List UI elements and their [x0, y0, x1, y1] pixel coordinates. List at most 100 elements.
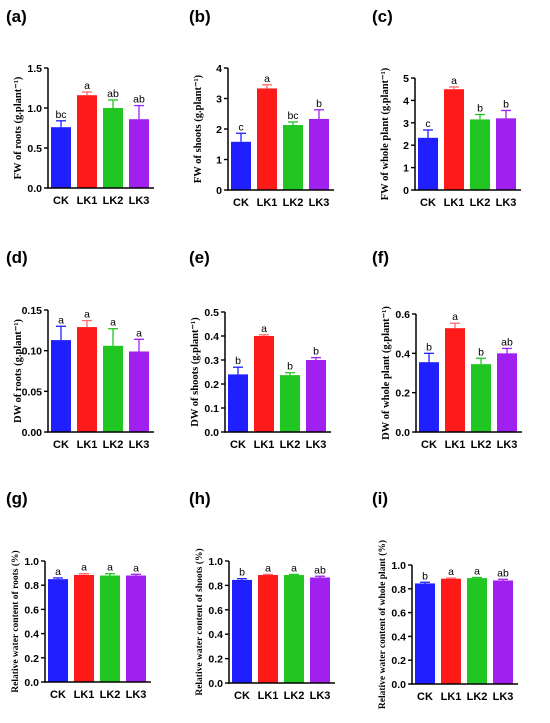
x-tick-label: LK1	[254, 439, 275, 451]
panel-label: (a)	[6, 7, 27, 26]
y-tick-label: 0.0	[27, 183, 42, 195]
x-tick-label: LK1	[77, 439, 98, 451]
y-tick-label: 0.4	[395, 348, 410, 360]
panel-label: (h)	[189, 489, 211, 508]
y-tick-label: 0.2	[204, 379, 219, 391]
y-tick-label: 0.6	[24, 604, 39, 616]
significance-letter: ab	[133, 94, 145, 106]
y-axis-label: DW of whole plant (g.plant⁻¹)	[381, 306, 392, 440]
y-tick-label: 1.0	[391, 560, 406, 572]
bar	[441, 578, 461, 684]
significance-letter: b	[287, 361, 293, 373]
bar	[126, 575, 146, 682]
x-tick-label: LK3	[310, 690, 331, 702]
bar	[77, 327, 97, 432]
y-tick-label: 0.05	[22, 386, 43, 398]
significance-letter: b	[313, 346, 319, 358]
bar	[258, 575, 278, 683]
bar	[103, 345, 123, 432]
x-tick-label: LK3	[306, 439, 327, 451]
x-tick-label: LK1	[258, 690, 279, 702]
x-tick-label: LK2	[103, 195, 124, 207]
y-tick-label: 0.8	[391, 584, 406, 596]
y-axis-label: FW of whole plant (g.plant⁻¹)	[380, 67, 391, 200]
bar	[310, 577, 330, 683]
significance-letter: b	[239, 567, 245, 579]
significance-letter: a	[81, 562, 87, 574]
bar	[445, 328, 465, 432]
bar	[471, 364, 491, 432]
x-tick-label: LK2	[283, 197, 304, 209]
chart-panel-g: (g) Relative water content of roots (%) 0.…	[6, 489, 151, 701]
y-tick-label: 0.6	[391, 608, 406, 620]
significance-letter: a	[133, 562, 139, 574]
chart-panel-e: (e) DW of shoots (g.plant⁻¹)0.0 0.1 0.2 0.3 0…	[189, 248, 331, 451]
bar	[415, 583, 435, 684]
y-tick-label: 3	[403, 118, 409, 130]
y-tick-label: 1.5	[27, 63, 42, 75]
x-tick-label: LK3	[129, 439, 150, 451]
panel-label: (d)	[6, 248, 28, 267]
significance-letter: b	[422, 570, 428, 582]
chart-panel-a: (a) FW of roots (g.plant⁻¹)0.0 0.5 1.0 1.5 bc…	[6, 7, 154, 207]
y-axis-label: DW of roots (g.plant⁻¹)	[13, 319, 24, 423]
y-tick-label: 0.0	[204, 427, 219, 439]
significance-letter: c	[425, 118, 430, 130]
significance-letter: b	[316, 98, 322, 110]
x-tick-label: LK3	[493, 691, 514, 703]
x-tick-label: CK	[421, 439, 437, 451]
y-tick-label: 0.3	[204, 355, 219, 367]
y-tick-label: 0.15	[22, 305, 43, 317]
significance-letter: a	[451, 75, 457, 87]
bar	[51, 127, 71, 188]
chart-panel-d: (d) DW of roots (g.plant⁻¹) 0.00 0.05 0.10 0.…	[6, 248, 154, 451]
significance-letter: a	[55, 566, 61, 578]
y-tick-label: 0.2	[208, 654, 223, 666]
y-tick-label: 0.5	[204, 307, 219, 319]
y-tick-label: 0.6	[208, 605, 223, 617]
bar	[467, 578, 487, 684]
y-tick-label: 0.6	[395, 309, 410, 321]
y-axis-label: Relative water content of whole plant (%…	[377, 540, 388, 709]
x-tick-label: CK	[50, 689, 66, 701]
bar	[444, 89, 464, 190]
bar	[228, 374, 248, 432]
y-axis-label: FW of shoots (g.plant⁻¹)	[193, 74, 204, 183]
x-tick-label: LK2	[284, 690, 305, 702]
significance-letter: a	[452, 311, 458, 323]
significance-letter: a	[474, 565, 480, 577]
bar	[497, 353, 517, 432]
y-tick-label: 0.1	[204, 403, 219, 415]
x-tick-label: LK2	[103, 439, 124, 451]
significance-letter: b	[503, 98, 509, 110]
y-tick-label: 1	[216, 155, 222, 167]
significance-letter: a	[291, 562, 297, 574]
y-tick-label: 0.0	[208, 678, 223, 690]
panel-label: (f)	[372, 248, 389, 267]
x-tick-label: LK2	[471, 439, 492, 451]
x-tick-label: LK2	[100, 689, 121, 701]
bar	[283, 125, 303, 190]
bar	[129, 351, 149, 432]
x-tick-label: LK3	[496, 197, 517, 209]
y-axis-label: Relative water content of roots (%)	[10, 550, 21, 692]
y-tick-label: 3	[216, 94, 222, 106]
panel-label: (g)	[6, 489, 28, 508]
y-tick-label: 4	[403, 95, 409, 107]
bar	[493, 580, 513, 684]
significance-letter: a	[261, 323, 267, 335]
chart-panel-h: (h) Relative water content of shoots (%) 0…	[189, 489, 335, 702]
significance-letter: ab	[314, 564, 326, 576]
y-tick-label: 0.5	[27, 143, 42, 155]
x-tick-label: CK	[230, 439, 246, 451]
bar	[129, 119, 149, 188]
bar	[309, 118, 329, 190]
significance-letter: ab	[497, 567, 509, 579]
panel-label: (b)	[189, 7, 211, 26]
significance-letter: a	[84, 309, 90, 321]
x-tick-label: LK2	[470, 197, 491, 209]
x-tick-label: CK	[234, 690, 250, 702]
significance-letter: bc	[55, 109, 66, 121]
bar	[51, 340, 71, 432]
y-axis-label: FW of roots (g.plant⁻¹)	[13, 76, 24, 179]
